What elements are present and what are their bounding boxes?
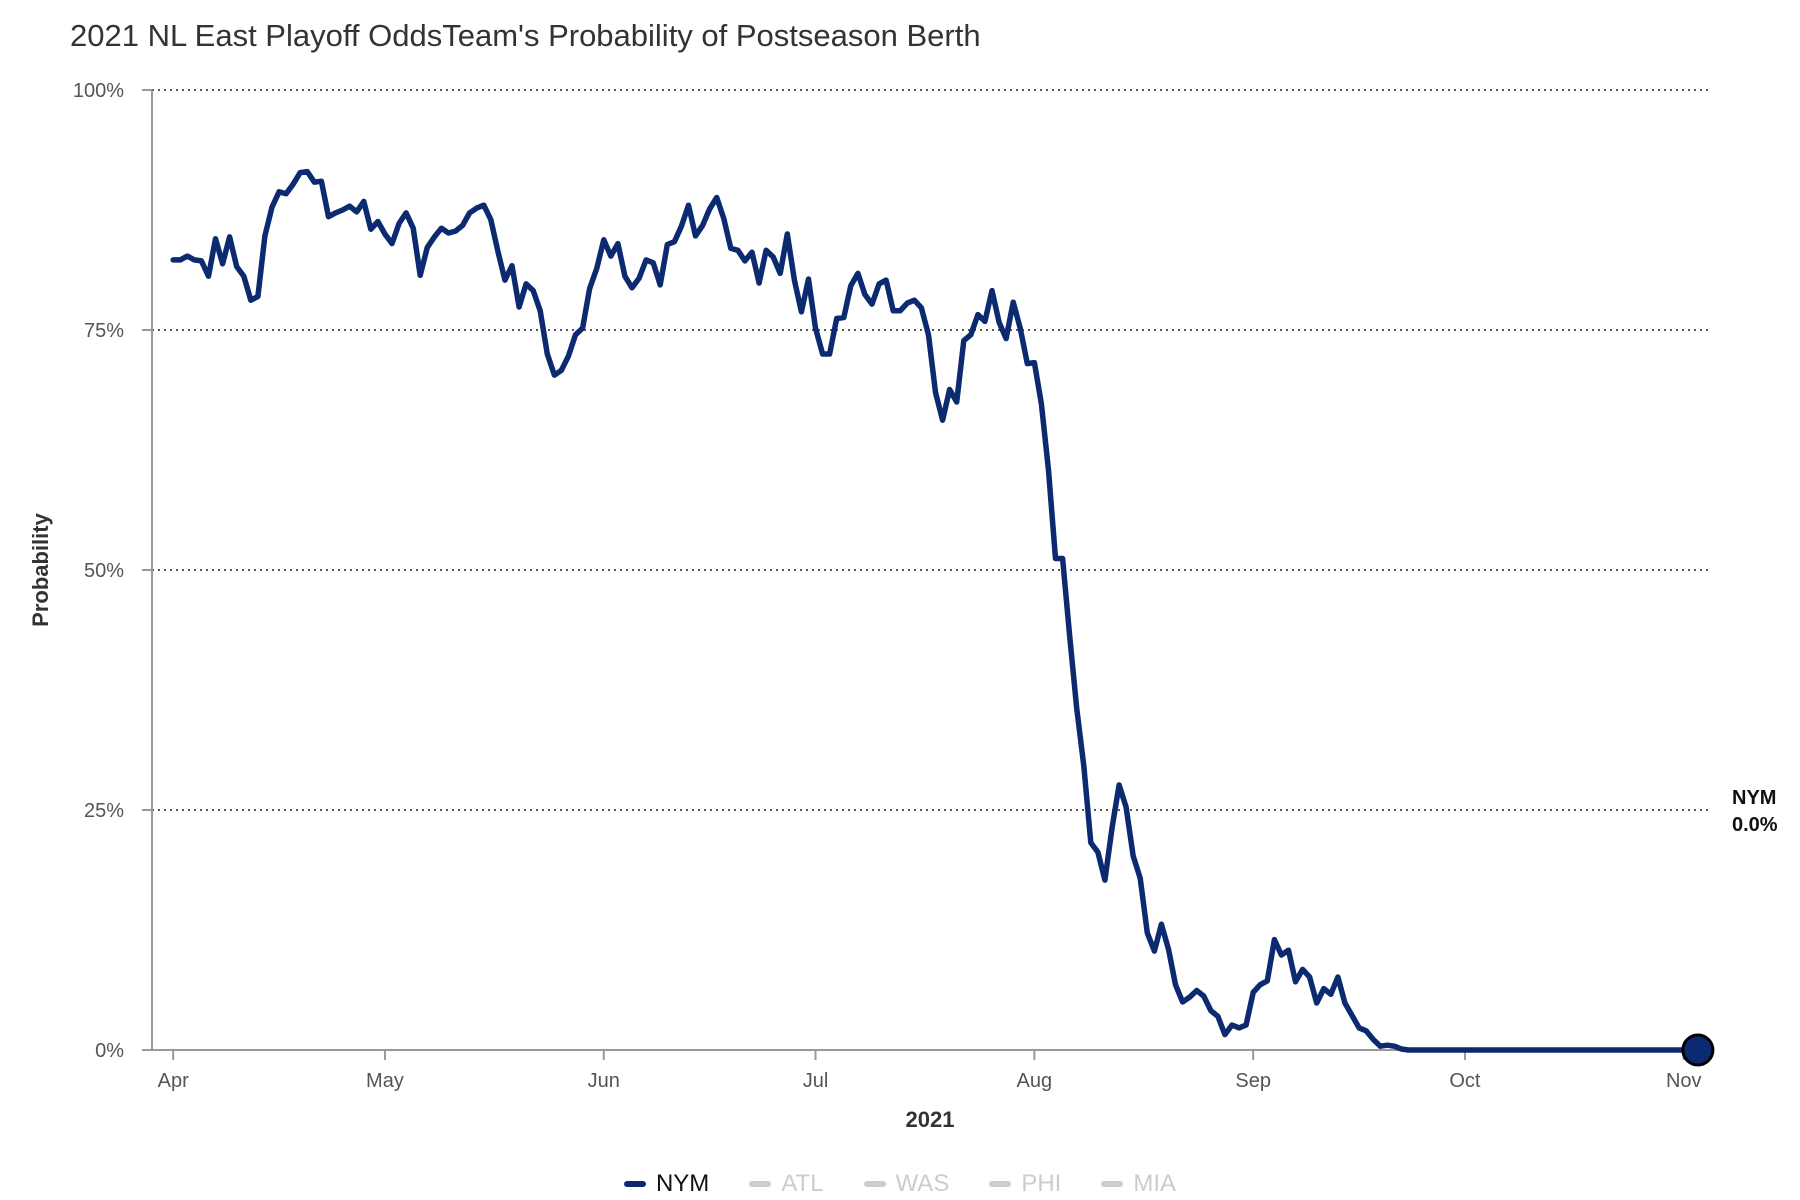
x-tick-label: Jun [588,1070,620,1092]
y-tick-label: 25% [84,800,124,822]
y-tick-label: 50% [84,560,124,582]
legend-label: NYM [655,1170,710,1197]
legend-swatch [989,1181,1012,1187]
end-label-team: NYM [1732,787,1776,809]
y-tick-labels: 0% 25% 50% 75% 100% [73,80,152,1062]
gridlines [152,89,1712,811]
x-tick-labels: Apr May Jun Jul Aug Sep Oct Nov [158,1050,1702,1092]
x-tick-label: Nov [1666,1070,1702,1092]
legend-item-phi[interactable]: PHI [989,1170,1061,1198]
legend-swatch [1101,1181,1124,1187]
chart-title: 2021 NL East Playoff OddsTeam's Probabil… [70,18,981,53]
legend-swatch [863,1181,886,1187]
y-axis-title: Probability [28,512,53,626]
legend-item-nym[interactable]: NYM [623,1170,710,1198]
x-tick-label: Oct [1449,1070,1481,1092]
legend-swatch [749,1181,772,1187]
legend-swatch [623,1181,646,1187]
y-tick-label: 100% [73,80,124,102]
legend-item-mia[interactable]: MIA [1101,1170,1176,1198]
y-tick-label: 0% [95,1040,124,1062]
legend-label: PHI [1021,1170,1062,1197]
legend-item-atl[interactable]: ATL [749,1170,824,1198]
y-tick-label: 75% [84,320,124,342]
legend-label: MIA [1133,1170,1177,1197]
x-tick-label: Sep [1235,1070,1271,1092]
x-tick-label: May [366,1070,404,1092]
x-tick-label: Apr [158,1070,189,1092]
end-label-value: 0.0% [1732,814,1778,836]
x-tick-label: Aug [1017,1070,1053,1092]
series-lines[interactable] [170,168,1715,1067]
legend-label: ATL [781,1170,824,1197]
series-end-marker-nym[interactable] [1681,1033,1715,1067]
series-line-nym[interactable] [170,168,1701,1053]
x-axis-title: 2021 [906,1107,955,1132]
legend-item-was[interactable]: WAS [863,1170,950,1198]
end-label: NYM 0.0% [1732,787,1778,836]
legend: NYM ATL WAS PHI MIA [0,1170,1800,1198]
x-tick-label: Jul [803,1070,829,1092]
legend-label: WAS [895,1170,950,1197]
